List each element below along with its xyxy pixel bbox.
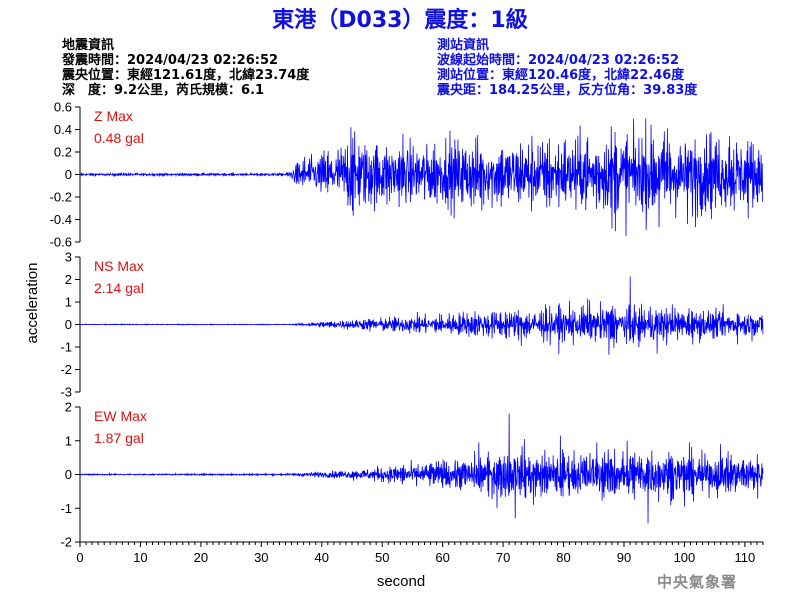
y-tick-label-z: 0.6 bbox=[54, 100, 72, 115]
max-label-ew: EW Max bbox=[94, 408, 147, 424]
x-tick-label: 40 bbox=[315, 550, 329, 565]
x-tick-label: 30 bbox=[254, 550, 268, 565]
epicentral-distance-azimuth: 震央距：184.25公里，反方位角：39.83度 bbox=[437, 83, 698, 98]
y-tick-label-ns: 3 bbox=[65, 250, 72, 265]
x-tick-label: 10 bbox=[133, 550, 147, 565]
x-tick-label: 60 bbox=[435, 550, 449, 565]
y-tick-label-ns: 1 bbox=[65, 295, 72, 310]
depth-magnitude: 深 度：9.2公里，芮氏規模：6.1 bbox=[62, 83, 265, 98]
origin-time: 發震時間：2024/04/23 02:26:52 bbox=[62, 53, 279, 68]
y-tick-label-z: -0.4 bbox=[50, 212, 72, 227]
max-label-ns: NS Max bbox=[94, 258, 144, 274]
station-info-block: 測站資訊 波線起始時間：2024/04/23 02:26:52 測站位置：東經1… bbox=[437, 38, 697, 98]
x-axis-label: second bbox=[377, 573, 425, 590]
quake-info-heading: 地震資訊 bbox=[62, 38, 115, 53]
y-tick-label-z: -0.2 bbox=[50, 190, 72, 205]
station-location: 測站位置：東經120.46度，北緯22.46度 bbox=[437, 68, 685, 83]
epicenter-location: 震央位置：東經121.61度，北緯23.74度 bbox=[62, 68, 310, 83]
max-value-ew: 1.87 gal bbox=[94, 430, 144, 446]
y-tick-label-ew: 0 bbox=[65, 467, 72, 482]
y-tick-label-ew: 1 bbox=[65, 433, 72, 448]
x-tick-label: 20 bbox=[194, 550, 208, 565]
y-tick-label-ns: -1 bbox=[60, 340, 72, 355]
agency-name: 中央氣象署 bbox=[657, 573, 738, 591]
y-tick-label-z: 0 bbox=[65, 167, 72, 182]
x-tick-label: 110 bbox=[735, 550, 756, 565]
y-tick-label-z: -0.6 bbox=[50, 235, 72, 250]
quake-info-block: 地震資訊 發震時間：2024/04/23 02:26:52 震央位置：東經121… bbox=[62, 38, 309, 98]
x-tick-label: 0 bbox=[76, 550, 83, 565]
x-tick-label: 80 bbox=[556, 550, 570, 565]
x-tick-label: 70 bbox=[496, 550, 510, 565]
x-tick-label: 50 bbox=[375, 550, 389, 565]
y-tick-label-ns: 2 bbox=[65, 272, 72, 287]
y-tick-label-ns: 0 bbox=[65, 317, 72, 332]
y-tick-label-z: 0.2 bbox=[54, 145, 72, 160]
y-tick-label-ew: -2 bbox=[60, 535, 72, 550]
x-tick-label: 90 bbox=[617, 550, 631, 565]
chart-title: 東港（D033）震度：1級 bbox=[272, 8, 528, 33]
station-info-heading: 測站資訊 bbox=[437, 38, 490, 53]
wave-start-time: 波線起始時間：2024/04/23 02:26:52 bbox=[437, 53, 680, 68]
waveform-trace-ew bbox=[79, 413, 764, 524]
waveform-trace-z bbox=[79, 118, 764, 237]
max-label-z: Z Max bbox=[94, 108, 133, 124]
x-tick-label: 100 bbox=[674, 550, 696, 565]
y-tick-label-ew: 2 bbox=[65, 400, 72, 415]
waveform-trace-ns bbox=[79, 276, 764, 355]
max-value-z: 0.48 gal bbox=[94, 130, 144, 146]
y-tick-label-ns: -3 bbox=[60, 385, 72, 400]
y-tick-label-z: 0.4 bbox=[54, 122, 72, 137]
max-value-ns: 2.14 gal bbox=[94, 280, 144, 296]
y-tick-label-ns: -2 bbox=[60, 362, 72, 377]
y-axis-label: acceleration bbox=[24, 263, 41, 344]
y-tick-label-ew: -1 bbox=[60, 501, 72, 516]
